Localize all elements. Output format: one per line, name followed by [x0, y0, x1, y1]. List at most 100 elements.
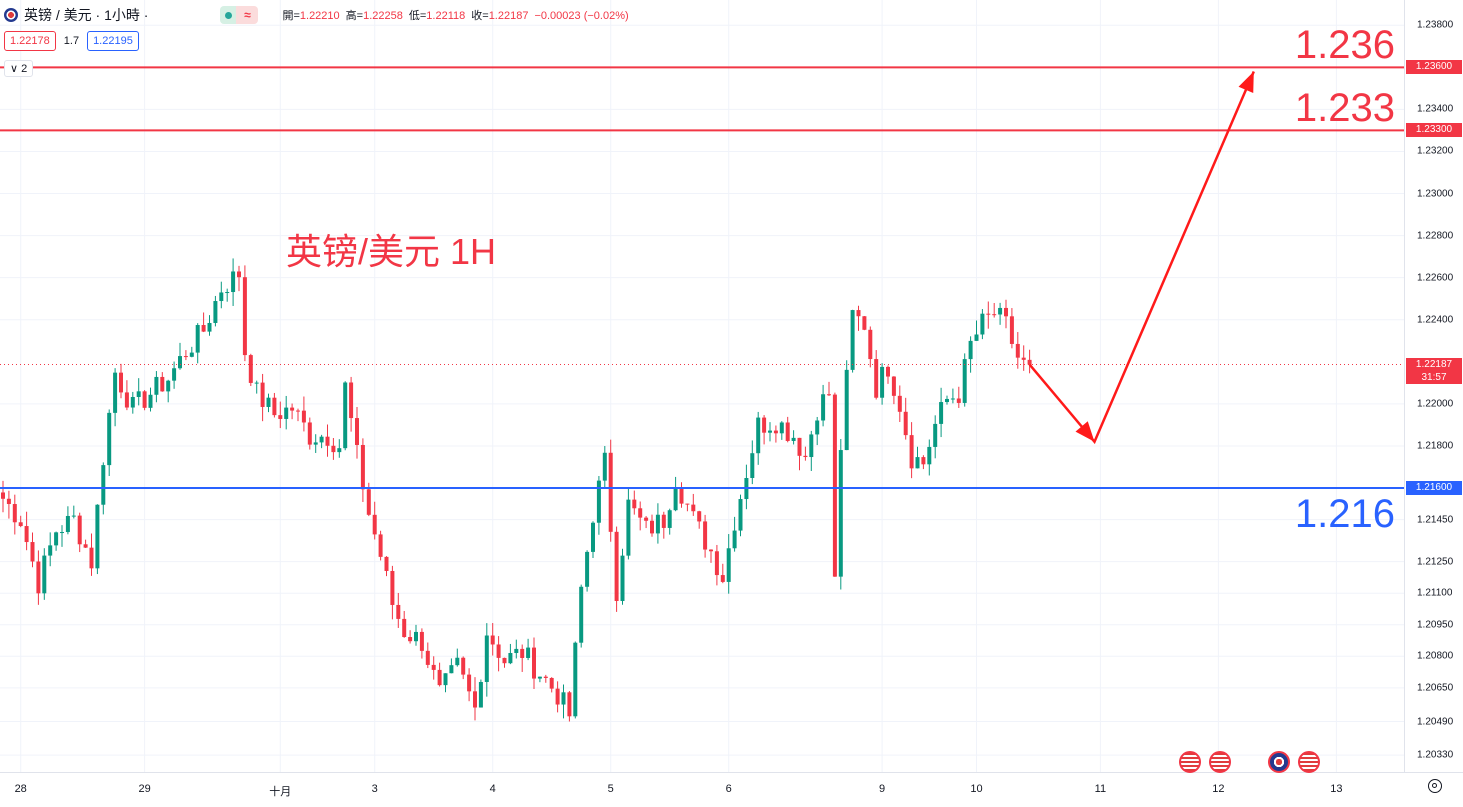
time-tick-label: 6 [725, 783, 732, 795]
candle-body [756, 417, 761, 454]
gear-icon[interactable] [1428, 779, 1442, 793]
candle-body [384, 556, 389, 571]
candle-body [136, 391, 141, 398]
time-tick-label: 9 [879, 783, 886, 795]
candle-body [490, 635, 495, 645]
candle-body [331, 445, 336, 453]
candle-body [414, 631, 418, 642]
candle-body [95, 504, 100, 569]
gbp-usd-flag-icon [4, 8, 18, 22]
price-level-annotation: 1.216 [1294, 492, 1395, 537]
price-tick-label: 1.20330 [1417, 749, 1454, 761]
candle-body [290, 407, 295, 411]
candle-body [113, 372, 118, 413]
candle-body [862, 316, 867, 330]
price-tick-label: 1.21250 [1417, 556, 1454, 568]
price-tick-label: 1.23800 [1417, 19, 1454, 31]
price-tick-label: 1.20650 [1417, 682, 1454, 694]
candle-body [579, 586, 584, 643]
candle-body [939, 402, 944, 424]
approx-icon: ≈ [236, 6, 259, 24]
candle-body [773, 430, 778, 434]
candle-body [1027, 359, 1032, 365]
price-level-label: 1.23600 [1406, 60, 1462, 75]
ohlc-key: 高= [345, 10, 364, 22]
candle-body [154, 376, 159, 395]
candle-body [478, 681, 483, 708]
candle-body [655, 514, 660, 534]
candle-body [738, 499, 743, 531]
candle-body [537, 676, 542, 679]
price-axis[interactable]: 1.23800 1.23400 1.23200 1.23000 1.22800 1.226… [1404, 0, 1463, 772]
candle-body [508, 653, 513, 664]
candle-body [850, 310, 855, 370]
candle-body [567, 692, 572, 717]
candle-body [148, 394, 153, 408]
candle-body [838, 450, 843, 577]
candle-body [225, 292, 230, 294]
last-price-label: 1.22187 31:57 [1406, 357, 1462, 384]
candlestick-chart[interactable] [0, 0, 1404, 772]
indicators-toggle-button[interactable]: ∨ 2 [4, 60, 34, 77]
ohlc-value: 1.22118 [426, 10, 466, 22]
price-level-annotation: 1.236 [1294, 23, 1395, 68]
chart-title: 英镑/美元 1H [286, 231, 497, 272]
candle-body [986, 313, 991, 315]
symbol-title[interactable]: 英镑 / 美元 · 1小時 · [24, 7, 149, 23]
price-level-label: 1.23300 [1406, 123, 1462, 138]
candle-body [12, 504, 17, 523]
ohlc-key: 開= [282, 10, 300, 22]
time-axis[interactable]: 28 29 十月 3 4 5 6 9 10 11 12 13 [0, 772, 1463, 807]
time-tick-label: 3 [371, 783, 378, 795]
candle-body [124, 392, 129, 408]
candle-body [142, 391, 147, 408]
buy-button[interactable]: 1.22195 [87, 31, 139, 51]
candle-body [832, 394, 837, 577]
sell-button[interactable]: 1.22178 [4, 31, 56, 51]
candle-body [207, 322, 212, 332]
candle-body [762, 417, 767, 433]
candle-body [119, 372, 123, 393]
candle-body [614, 531, 619, 601]
chart-header: 英镑 / 美元 · 1小時 · ≈ 開=1.22210 高=1.22258 低=1.… [0, 0, 1400, 30]
us-flag-icon[interactable] [1179, 751, 1201, 773]
candle-body [360, 444, 365, 490]
candle-body [296, 410, 300, 412]
candle-body [945, 398, 949, 403]
price-tick-label: 1.20950 [1417, 619, 1454, 631]
candle-body [449, 665, 454, 674]
price-tick-label: 1.23200 [1417, 145, 1454, 157]
uk-flag-icon[interactable] [1268, 751, 1290, 773]
candle-body [909, 435, 914, 469]
time-tick-label: 11 [1094, 783, 1107, 795]
candle-body [24, 526, 29, 543]
candle-body [65, 515, 70, 533]
candle-body [1009, 316, 1014, 344]
candle-body [549, 677, 554, 689]
candle-body [815, 420, 820, 435]
candle-body [77, 515, 82, 545]
us-flag-icon[interactable] [1209, 751, 1231, 773]
candle-body [532, 647, 536, 679]
candle-body [231, 271, 236, 293]
candle-body [307, 422, 312, 445]
price-tick-label: 1.23400 [1417, 103, 1454, 115]
market-status-badge[interactable]: ≈ [220, 6, 259, 24]
candle-body [172, 368, 177, 381]
candle-body [408, 637, 413, 642]
us-flag-icon[interactable] [1298, 751, 1320, 773]
candle-body [272, 397, 277, 416]
candle-body [48, 545, 53, 556]
candle-body [638, 508, 643, 518]
candle-body [484, 635, 489, 682]
candle-body [319, 436, 324, 443]
candle-body [372, 514, 377, 535]
candle-body [266, 397, 271, 407]
candle-body [219, 292, 224, 302]
candle-body [1004, 307, 1008, 317]
candle-body [827, 394, 831, 396]
candle-body [950, 398, 955, 400]
candle-body [962, 359, 967, 403]
candle-body [343, 382, 348, 449]
candle-body [496, 644, 501, 658]
